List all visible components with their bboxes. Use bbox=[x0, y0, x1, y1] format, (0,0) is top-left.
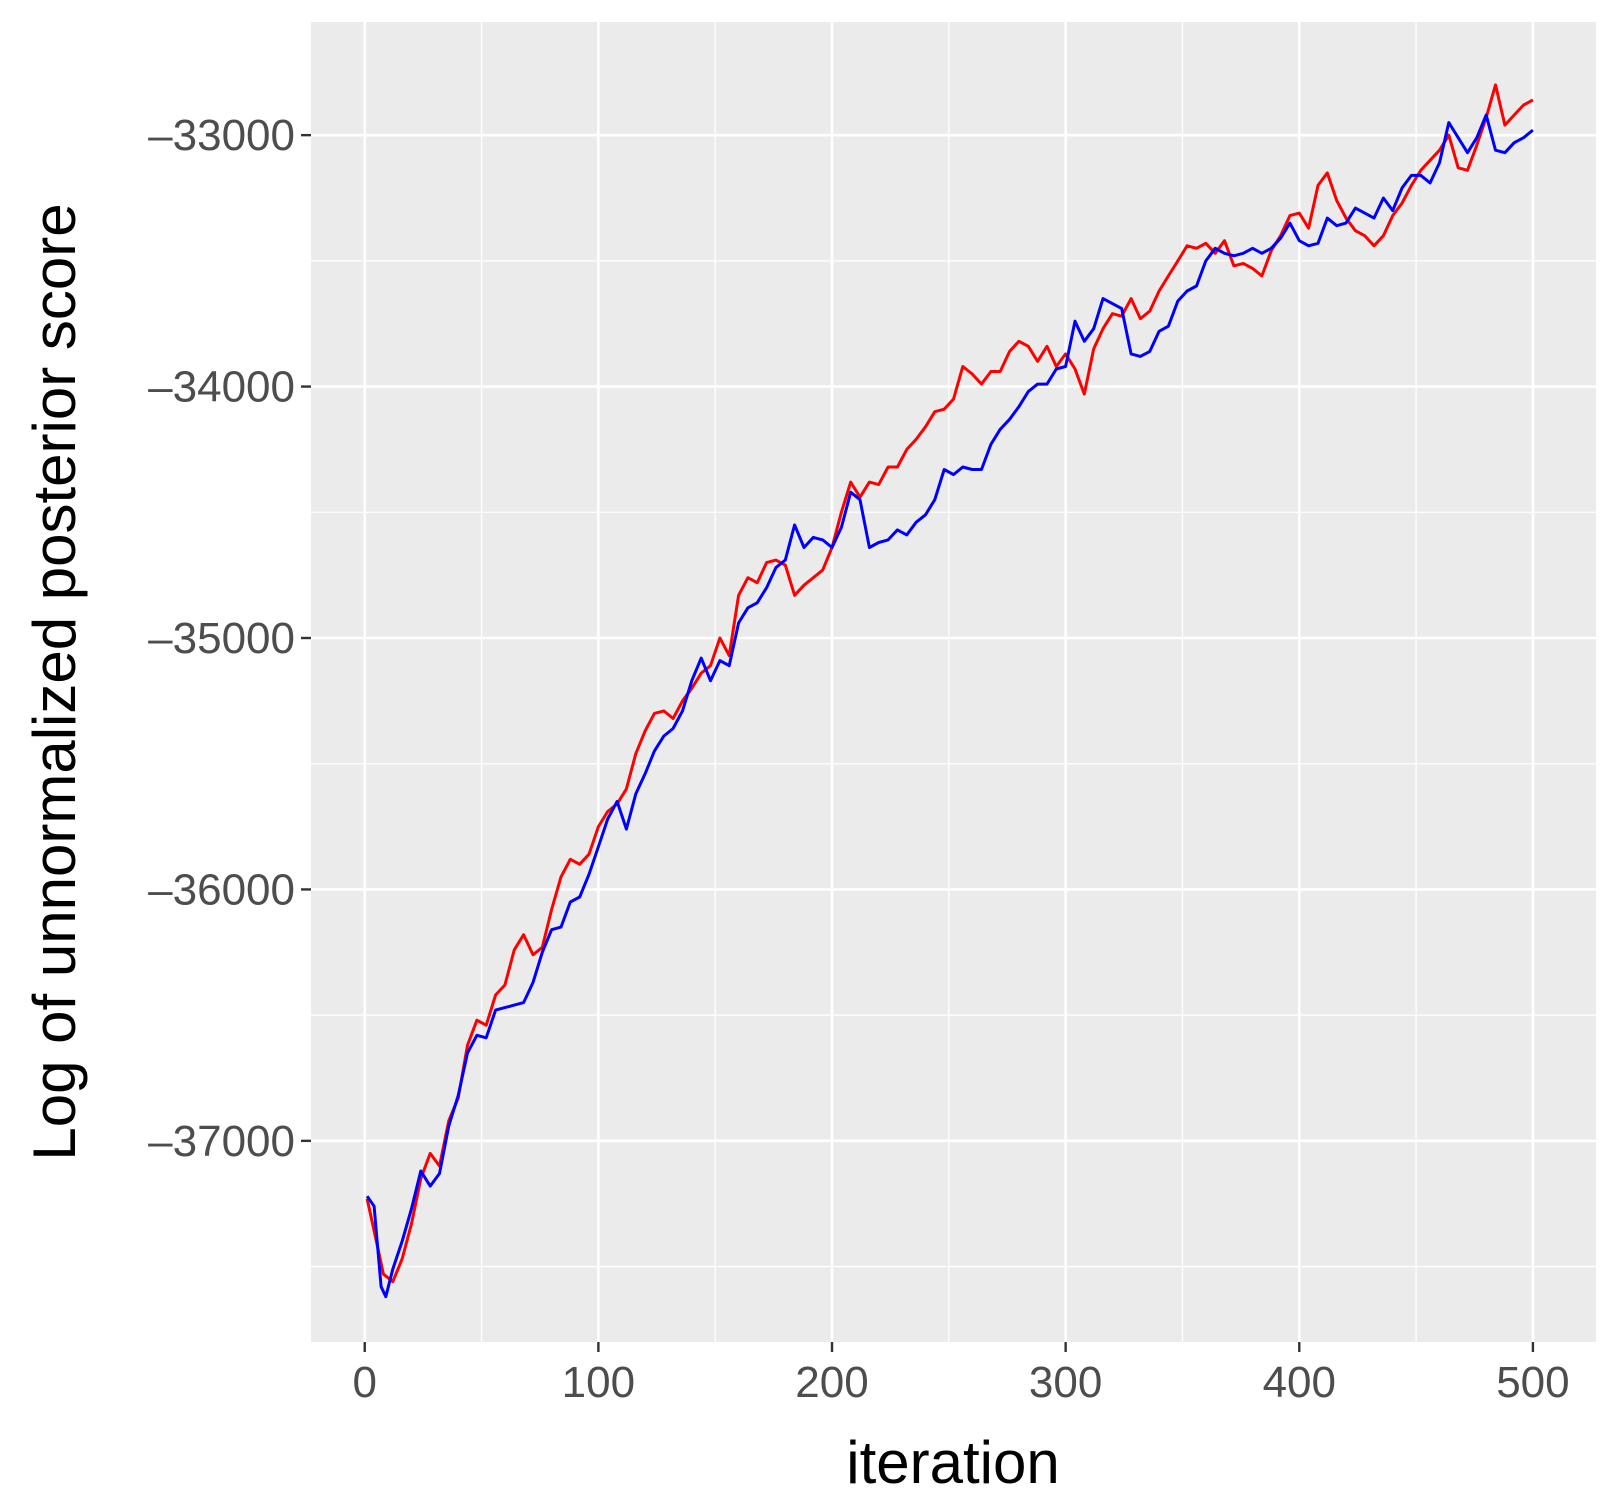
x-axis-title: iteration bbox=[846, 1429, 1059, 1496]
minor-gridlines bbox=[311, 22, 1596, 1342]
x-tick-label: 100 bbox=[562, 1358, 635, 1407]
y-axis: –37000 –36000 –35000 –34000 –33000 bbox=[148, 111, 311, 1166]
y-tick-label: –34000 bbox=[148, 363, 295, 412]
series-layer bbox=[365, 83, 1534, 1299]
y-tick-label: –33000 bbox=[148, 111, 295, 160]
major-gridlines bbox=[311, 22, 1596, 1342]
x-tick-label: 0 bbox=[352, 1358, 376, 1407]
y-tick-label: –35000 bbox=[148, 614, 295, 663]
x-tick-label: 400 bbox=[1263, 1358, 1336, 1407]
y-tick-label: –36000 bbox=[148, 865, 295, 914]
x-tick-label: 500 bbox=[1496, 1358, 1569, 1407]
series-line-2 bbox=[365, 113, 1534, 1299]
x-tick-label: 300 bbox=[1029, 1358, 1102, 1407]
plot-panel bbox=[311, 22, 1596, 1342]
y-axis-title: Log of unnormalized posterior score bbox=[21, 203, 88, 1160]
series-line-1 bbox=[365, 83, 1534, 1284]
y-tick-label: –37000 bbox=[148, 1117, 295, 1166]
x-tick-label: 200 bbox=[795, 1358, 868, 1407]
x-axis: 0 100 200 300 400 500 bbox=[352, 1342, 1570, 1407]
